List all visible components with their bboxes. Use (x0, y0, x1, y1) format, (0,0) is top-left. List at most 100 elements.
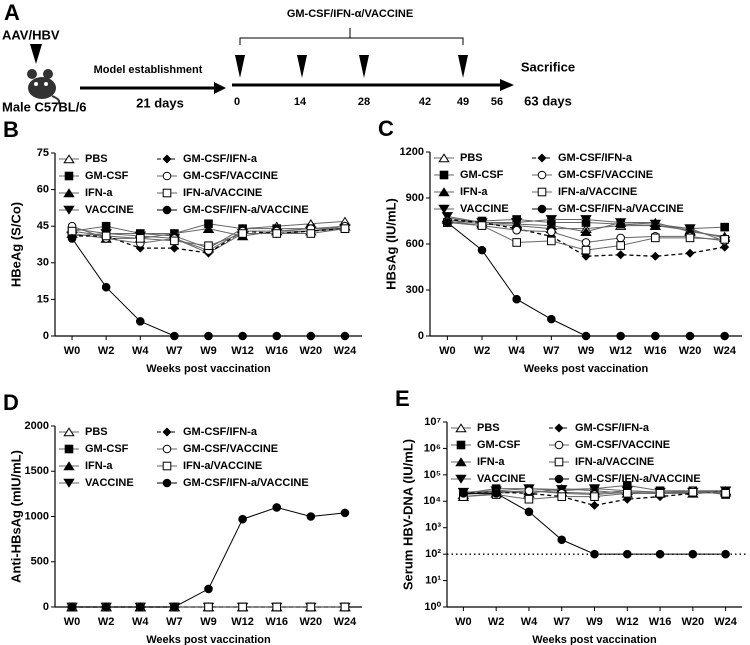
y-tick-label: 600 (406, 238, 424, 250)
legend-marker (537, 170, 547, 180)
x-tick-label: W24 (334, 345, 358, 357)
marker (616, 250, 626, 260)
time-label: 56 (491, 96, 503, 108)
marker (720, 222, 729, 232)
phase-duration: 21 days (136, 95, 184, 110)
panel-label: C (378, 116, 394, 141)
y-axis-title: HBsAg (IU/mL) (383, 198, 398, 290)
time-label: 0 (234, 96, 240, 108)
y-tick-label: 0 (43, 330, 49, 342)
legend-marker (537, 153, 547, 163)
marker (204, 602, 213, 612)
legend-label: GM-CSF/VACCINE (183, 443, 278, 455)
legend-marker (554, 423, 564, 433)
marker (580, 226, 592, 237)
time-label: 42 (419, 96, 431, 108)
marker (135, 602, 145, 612)
legend-marker (162, 478, 172, 488)
marker (581, 331, 591, 341)
legend-label: IFN-a (85, 460, 113, 472)
x-tick-label: W24 (334, 616, 358, 628)
legend-label: VACCINE (85, 204, 134, 216)
marker (524, 494, 534, 504)
marker (170, 236, 179, 246)
y-tick-label: 60 (37, 184, 49, 196)
x-tick-label: W2 (98, 345, 115, 357)
marker (170, 602, 179, 612)
marker (721, 549, 730, 559)
y-tick-label: 10⁵ (424, 469, 441, 481)
x-tick-label: W24 (714, 616, 738, 628)
marker (580, 215, 592, 225)
legend-marker (554, 440, 564, 450)
marker (721, 489, 730, 498)
marker (238, 229, 247, 238)
marker (616, 241, 625, 250)
marker (545, 215, 558, 225)
legend-marker (438, 153, 450, 163)
y-tick-label: 10⁶ (424, 442, 441, 454)
x-tick-label: W12 (609, 345, 632, 357)
y-tick-label: 15 (37, 293, 49, 305)
x-tick-label: W4 (132, 616, 149, 628)
legend-label: GM-CSF (85, 170, 129, 182)
legend-marker (438, 204, 450, 214)
legend-marker (162, 444, 172, 454)
x-tick-label: W4 (132, 345, 149, 357)
panel-a: A AAV/HBV Male C57BL/6 Model establishme… (2, 0, 575, 114)
legend-label: IFN-a (460, 186, 488, 198)
legend-label: IFN-a (85, 187, 113, 199)
bracket (239, 28, 464, 45)
marker (650, 251, 660, 261)
x-tick-label: W7 (166, 345, 183, 357)
legend-label: IFN-a/VACCINE (183, 460, 262, 472)
marker (616, 331, 625, 341)
y-tick-label: 900 (406, 192, 424, 204)
x-axis-title: Weeks post vaccination (146, 363, 271, 375)
time-label: 28 (358, 96, 370, 108)
x-tick-label: W9 (200, 616, 217, 628)
legend-marker (438, 187, 450, 197)
legend-label: PBS (85, 153, 108, 165)
legend-marker (537, 187, 547, 197)
legend-marker (554, 474, 564, 484)
marker (238, 514, 247, 524)
legend-marker (63, 461, 75, 471)
series-line (447, 218, 725, 257)
panel-label: E (395, 386, 410, 411)
legend-marker (455, 474, 467, 484)
x-tick-label: W20 (300, 616, 323, 628)
y-tick-label: 10⁰ (424, 601, 441, 613)
x-tick-label: W2 (474, 345, 491, 357)
chart: D 0 500 1000 1500 2000 W0 W2 W4 W7 W9 W12 W16 W20 W24 W… (3, 390, 362, 645)
marker (135, 317, 145, 326)
mouse-icon (27, 69, 61, 105)
marker (557, 535, 567, 545)
x-tick-label: W4 (521, 616, 538, 628)
x-tick-label: W2 (488, 616, 505, 628)
marker (581, 245, 591, 255)
y-tick-label: 10³ (425, 522, 441, 534)
x-tick-label: W16 (265, 616, 288, 628)
marker (590, 549, 599, 559)
y-tick-label: 45 (37, 220, 49, 232)
marker (306, 331, 316, 341)
x-axis-title: Weeks post vaccination (524, 363, 649, 375)
marker (204, 241, 213, 251)
y-axis-title: HBeAg (S/Co) (8, 202, 23, 287)
arrow-head (214, 82, 226, 94)
injection-arrow (30, 44, 42, 64)
legend-marker (162, 205, 172, 215)
marker (491, 489, 501, 498)
x-axis-title: Weeks post vaccination (146, 634, 271, 645)
y-tick-label: 0 (418, 330, 424, 342)
legend-marker (64, 171, 74, 181)
marker (477, 245, 487, 255)
marker (622, 489, 632, 498)
marker (202, 223, 215, 233)
panel-label: A (4, 0, 20, 25)
y-tick-label: 30 (37, 257, 49, 269)
marker (685, 248, 695, 258)
marker (477, 221, 487, 230)
marker (169, 243, 179, 253)
